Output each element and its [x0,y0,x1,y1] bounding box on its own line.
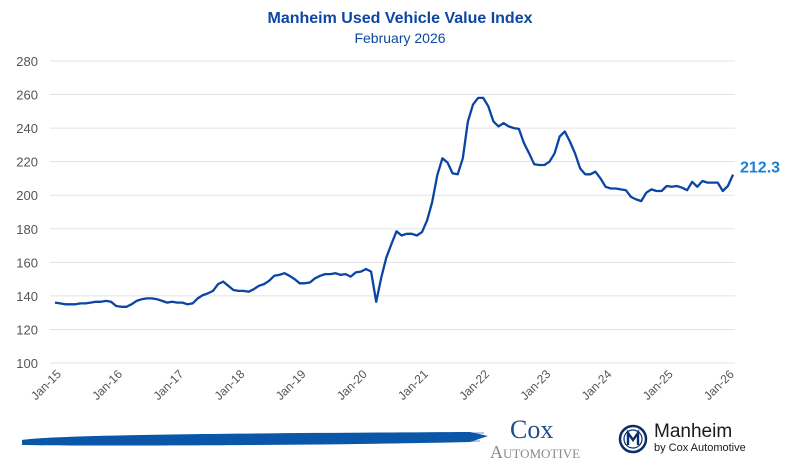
y-tick-label: 140 [16,289,38,304]
cox-automotive-logo: Cox Automotive [490,415,581,463]
x-tick-label: Jan-18 [212,367,248,403]
y-tick-label: 240 [16,121,38,136]
manheim-name: Manheim [654,421,733,442]
x-tick-label: Jan-25 [640,367,676,403]
x-tick-label: Jan-15 [28,367,64,403]
x-tick-label: Jan-19 [273,367,309,403]
cox-logo-line2: Automotive [490,442,581,462]
y-tick-label: 180 [16,222,38,237]
y-tick-label: 220 [16,155,38,170]
cox-logo-line1: Cox [510,415,554,444]
x-tick-label: Jan-16 [89,367,125,403]
manheim-logo: Manheim by Cox Automotive [618,422,746,455]
chart-title: Manheim Used Vehicle Value Index [267,10,533,27]
series-line [54,96,735,308]
y-tick-label: 100 [16,356,38,371]
y-tick-label: 120 [16,322,38,337]
x-tick-label: Jan-17 [150,367,186,403]
y-tick-label: 160 [16,255,38,270]
manheim-tagline: by Cox Automotive [654,442,746,454]
x-tick-label: Jan-21 [395,367,431,403]
y-tick-label: 280 [16,54,38,69]
manheim-emblem-icon [618,424,648,453]
end-value-label: 212.3 [740,160,780,177]
x-tick-label: Jan-22 [456,367,492,403]
chart-subtitle: February 2026 [354,30,446,46]
x-tick-label: Jan-24 [579,367,615,403]
brush-stroke [22,432,488,446]
y-tick-label: 260 [16,88,38,103]
y-tick-label: 200 [16,188,38,203]
x-tick-label: Jan-20 [334,367,370,403]
x-tick-label: Jan-26 [701,367,737,403]
x-tick-label: Jan-23 [517,367,553,403]
